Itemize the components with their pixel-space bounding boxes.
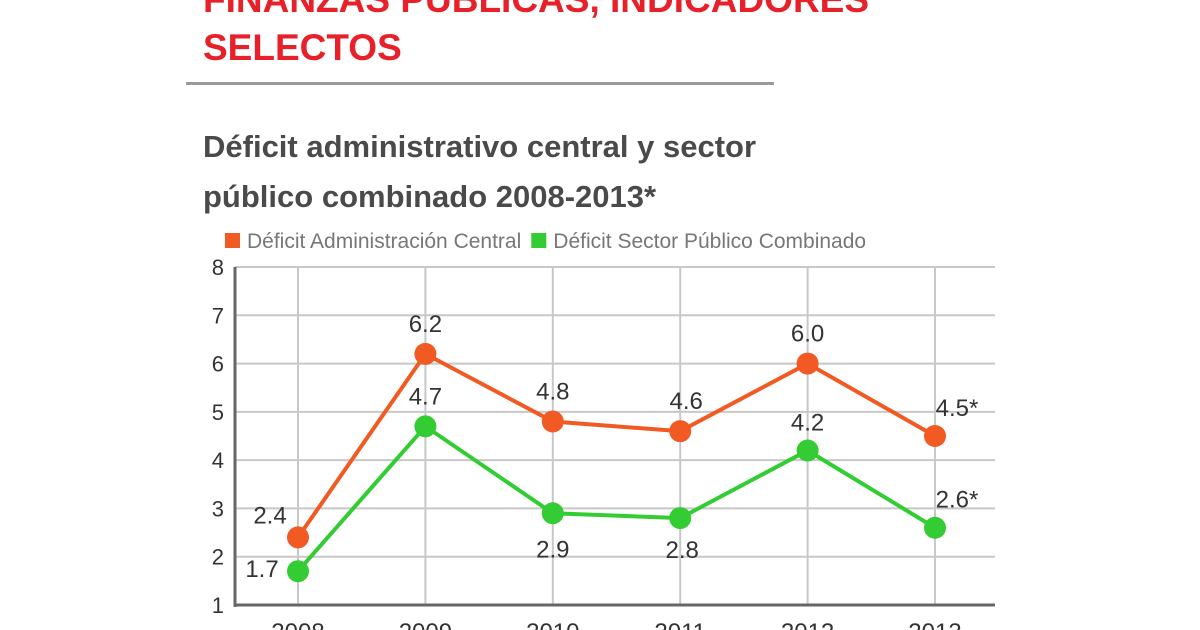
y-tick-label: 7 [212,303,224,328]
x-tick-label: 2008 [271,619,324,630]
y-tick-label: 4 [212,448,224,473]
y-tick-label: 2 [212,545,224,570]
data-label: 4.8 [536,379,569,406]
data-label: 4.6 [670,388,703,415]
rule [186,82,774,85]
legend-swatch [531,233,547,248]
data-label: 2.4 [253,502,286,529]
series-line [296,351,936,539]
legend-swatch [225,233,240,248]
data-point [414,415,437,438]
data-label: 2.9 [536,536,569,563]
y-tick-label: 6 [212,352,224,377]
x-tick-label: 2009 [399,619,452,630]
data-label: 4.2 [791,409,824,436]
legend-label: Déficit Administración Central [247,230,521,253]
y-tick-label: 3 [212,496,224,521]
data-point [924,425,946,447]
x-tick-label: 2011 [654,619,706,630]
data-point [414,342,437,365]
data-label: 6.2 [409,311,442,338]
y-tick-label: 5 [212,400,224,425]
data-point [669,507,692,530]
chart-title: Déficit administrativo central y sector … [203,129,757,214]
x-tick-label: 2010 [526,619,579,630]
data-point [541,410,564,433]
legend-label: Déficit Sector Público Combinado [553,230,866,253]
data-point [796,439,819,462]
data-label: 6.0 [791,321,824,348]
data-point [924,516,946,539]
data-point [669,420,692,443]
x-tick-label: 2012 [781,619,834,630]
data-point [287,560,309,583]
y-tick-label: 8 [212,255,224,280]
header: FINANZAS PÚBLICAS, INDICADORES SELECTOS [203,0,869,68]
data-label: 4.5* [936,395,979,422]
y-tick-label: 1 [212,593,224,618]
series-line [296,423,937,573]
data-label: 2.6* [936,487,979,514]
data-label: 1.7 [245,556,278,583]
x-tick-label: 2013 [908,619,961,630]
data-label: 2.8 [666,537,699,564]
data-point [287,526,309,549]
data-point [541,502,564,525]
data-label: 4.7 [409,383,442,410]
data-point [796,352,819,375]
